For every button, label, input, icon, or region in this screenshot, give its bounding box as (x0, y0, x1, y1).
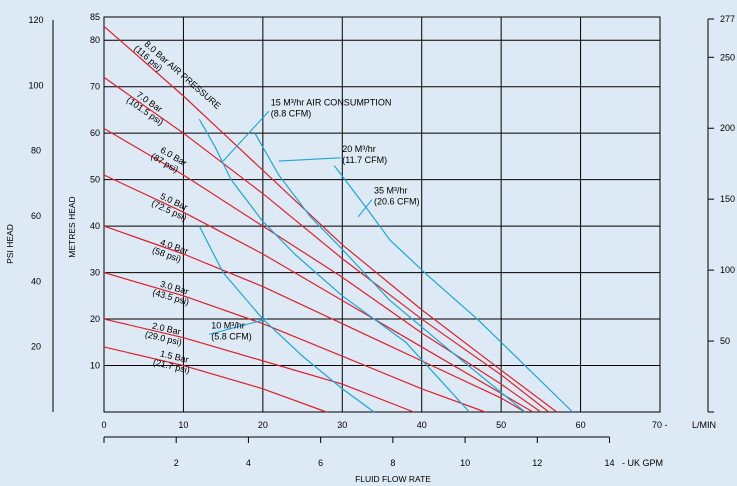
air-label-rate: 10 M³/hr (211, 320, 245, 330)
pressure-curve-label: 1.5 Bar(21.7 psi) (152, 348, 191, 375)
axes: 8580706050403020101201008060402027725020… (28, 12, 735, 468)
lmin-tick-label: 50 (496, 420, 506, 430)
psi-tick-label: 100 (28, 80, 43, 90)
x-axis-title: FLUID FLOW RATE (355, 474, 431, 484)
right-tick-label: 50 (720, 336, 730, 346)
air-label-rate: 35 M³/hr (374, 186, 408, 196)
right-tick-label: 200 (720, 123, 735, 133)
pressure-curve (103, 318, 414, 413)
metres-tick-label: 10 (90, 361, 100, 371)
pressure-curve (103, 128, 542, 413)
air-label-rate: 15 M³/hr AIR CONSUMPTION (271, 97, 392, 107)
pressure-curve-label: 7.0 Bar(101.5 psi) (125, 89, 166, 127)
pressure-curve (103, 225, 526, 413)
metres-axis-title: METRES HEAD (67, 196, 77, 257)
metres-tick-label: 60 (90, 128, 100, 138)
right-tick-label: 150 (720, 194, 735, 204)
gpm-tick-label: 2 (174, 458, 179, 468)
gpm-tick-label: 14 (605, 458, 615, 468)
pressure-curve (103, 346, 327, 413)
gpm-tick-label: 12 (532, 458, 542, 468)
lmin-tick-label: 20 (258, 420, 268, 430)
air-label-cfm: (20.6 CFM) (374, 197, 420, 207)
air-label-leader (357, 199, 373, 218)
pressure-curve-label: 6.0 Bar(87 psi) (149, 145, 188, 175)
lmin-tick-label: 10 (178, 420, 188, 430)
lmin-unit-label: L/MIN (692, 420, 716, 430)
right-tick-label: 277 (720, 14, 735, 24)
grid (103, 16, 661, 413)
metres-tick-label: 30 (90, 268, 100, 278)
pressure-curve (103, 174, 534, 413)
gpm-tick-label: 10 (460, 458, 470, 468)
air-label-leader (222, 110, 270, 162)
air-label-leader (278, 157, 341, 162)
lmin-tick-label: 60 (576, 420, 586, 430)
curves (103, 25, 574, 413)
gpm-unit-label: - UK GPM (622, 458, 663, 468)
lmin-tick-label: 40 (417, 420, 427, 430)
air-consumption-curve (198, 118, 470, 413)
air-label-cfm: (5.8 CFM) (211, 331, 252, 341)
pressure-curve-label: 5.0 Bar(72.5 psi) (150, 191, 189, 223)
metres-tick-label: 85 (90, 12, 100, 22)
pressure-curve-label: 2.0 Bar(29.0 psi) (144, 321, 183, 348)
lmin-tick-label: 0 (101, 420, 106, 430)
metres-tick-label: 20 (90, 314, 100, 324)
gpm-tick-label: 6 (318, 458, 323, 468)
air-label-rate: 20 M³/hr (342, 144, 376, 154)
psi-tick-label: 40 (31, 276, 41, 286)
metres-tick-label: 70 (90, 82, 100, 92)
air-label-cfm: (8.8 CFM) (271, 108, 312, 118)
air-consumption-curve (198, 225, 375, 413)
metres-tick-label: 40 (90, 221, 100, 231)
metres-tick-label: 50 (90, 175, 100, 185)
psi-axis-title: PSI HEAD (5, 224, 15, 264)
pressure-curve-label: 3.0 Bar(43.5 psi) (151, 279, 190, 307)
pressure-curve (103, 76, 550, 413)
lmin-tick-label: 70 - (652, 420, 668, 430)
air-label-leader (209, 318, 267, 335)
right-tick-label: 250 (720, 52, 735, 62)
pressure-curve (103, 272, 486, 413)
psi-tick-label: 120 (28, 15, 43, 25)
pressure-curve (103, 25, 558, 413)
lmin-tick-label: 30 (337, 420, 347, 430)
air-label-cfm: (11.7 CFM) (342, 155, 387, 165)
psi-tick-label: 80 (31, 146, 41, 156)
metres-tick-label: 80 (90, 35, 100, 45)
psi-tick-label: 60 (31, 211, 41, 221)
air-consumption-curve (254, 132, 526, 413)
psi-tick-label: 20 (31, 342, 41, 352)
leader-lines (209, 110, 373, 335)
gpm-tick-label: 8 (390, 458, 395, 468)
right-tick-label: 100 (720, 265, 735, 275)
gpm-tick-label: 4 (246, 458, 251, 468)
plot-frame (103, 16, 661, 413)
